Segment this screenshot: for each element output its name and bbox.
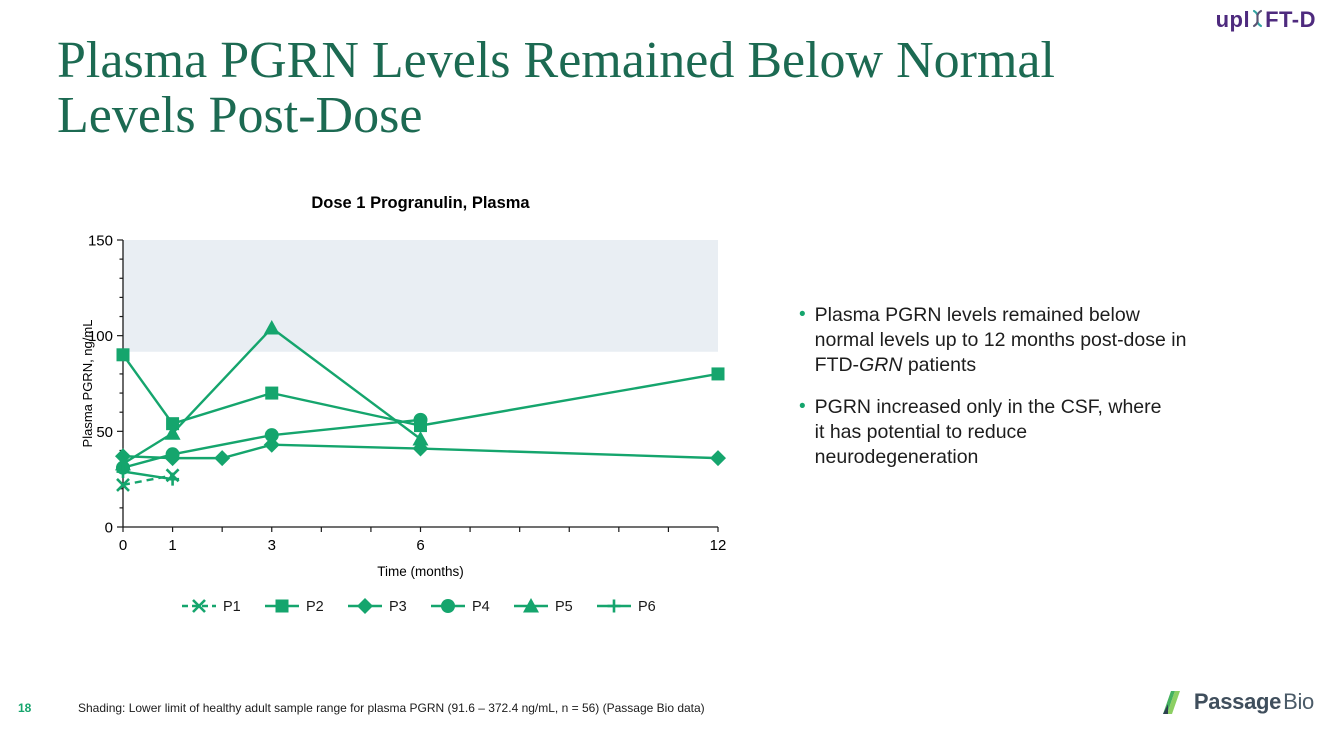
passage-bio-logo: Passage Bio [1157, 686, 1314, 718]
x-axis-label: Time (months) [377, 564, 464, 579]
y-tick-label: 50 [96, 424, 113, 441]
slide-number: 18 [18, 701, 32, 715]
uplift-logo-text-post: FT-D [1265, 7, 1316, 32]
page-title-line-2: Levels Post-Dose [57, 87, 423, 145]
series-P6 [116, 465, 180, 486]
bullet-marker: • [799, 395, 806, 417]
legend-label: P5 [555, 599, 573, 615]
y-axis-ticks: 0 50 100 150 [88, 233, 123, 537]
series-P6-line [122, 470, 173, 481]
legend-item-P6: P6 [597, 599, 656, 615]
series-P5 [115, 320, 429, 471]
series-P3-line [122, 443, 719, 460]
legend-item-P1: P1 [182, 599, 241, 615]
x-tick-label: 6 [416, 537, 424, 554]
passage-bio-mark-icon [1162, 691, 1180, 714]
page-title-line-1: Plasma PGRN Levels Remained Below Normal [57, 32, 1055, 89]
x-tick-label: 0 [119, 537, 127, 554]
bullet-item: • Plasma PGRN levels remained below norma… [799, 303, 1251, 378]
chart-legend: P1 P2 P3 P4 P5 P6 [182, 598, 656, 615]
legend-item-P2: P2 [265, 599, 324, 615]
dna-helix-icon [1253, 9, 1263, 28]
y-tick-label: 0 [105, 520, 113, 537]
series-P5-line [122, 326, 422, 465]
legend-item-P4: P4 [431, 599, 490, 615]
pgrn-chart: Dose 1 Progranulin, Plasma 0 50 100 150 0 1 3 6 1… [78, 182, 743, 637]
pgrn-line-chart-svg: Dose 1 Progranulin, Plasma 0 50 100 150 0 1 3 6 1… [80, 194, 727, 615]
x-tick-label: 3 [268, 537, 276, 554]
bullet-marker: • [799, 304, 806, 325]
chart-title: Dose 1 Progranulin, Plasma [311, 194, 530, 212]
legend-label: P3 [389, 599, 407, 615]
passage-bio-wordmark-bold: Passage [1193, 689, 1282, 714]
legend-label: P1 [223, 599, 241, 615]
series-P1-line [122, 474, 173, 487]
x-tick-label: 12 [710, 537, 727, 554]
x-tick-label: 1 [168, 537, 176, 554]
bullet-text: Plasma PGRN levels remained below normal… [814, 304, 1187, 376]
y-tick-label: 150 [88, 233, 113, 250]
legend-label: P6 [638, 599, 656, 615]
legend-item-P5: P5 [514, 598, 573, 615]
bullet-item: • PGRN increased only in the CSF, where i… [799, 395, 1251, 470]
uplift-logo-text-pre: upl [1215, 7, 1251, 32]
passage-bio-wordmark-regular: Bio [1283, 689, 1314, 714]
legend-label: P2 [306, 599, 324, 615]
y-tick-label: 100 [88, 328, 113, 345]
legend-label: P4 [472, 599, 490, 615]
uplift-d-logo: upl FT-D [1216, 7, 1316, 33]
bullet-text: PGRN increased only in the CSF, where it… [814, 395, 1162, 468]
series-P4-line [122, 418, 421, 469]
normal-range-band [123, 240, 718, 352]
page-title: Plasma PGRN Levels Remained Below Normal… [57, 33, 1055, 143]
y-axis-label: Plasma PGRN, ng/mL [80, 320, 95, 448]
x-axis-ticks: 0 1 3 6 12 [119, 527, 727, 554]
footnote: Shading: Lower limit of healthy adult sa… [78, 701, 705, 715]
legend-item-P3: P3 [348, 598, 407, 615]
key-points-list: • Plasma PGRN levels remained below norma… [799, 303, 1251, 487]
